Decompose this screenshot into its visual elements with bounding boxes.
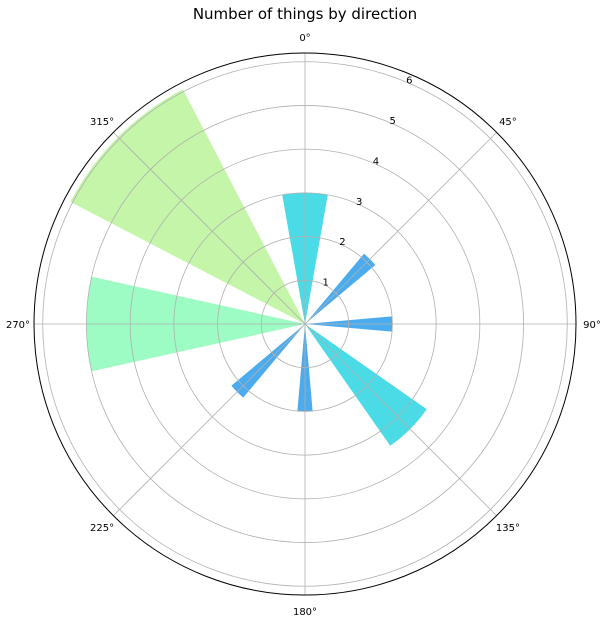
grid-spoke-135	[304, 323, 497, 516]
grid-group	[34, 53, 576, 595]
radial-tick-5: 5	[389, 116, 395, 127]
angle-tick-315: 315°	[90, 117, 114, 128]
angle-tick-180: 180°	[293, 607, 317, 618]
angle-tick-270: 270°	[6, 320, 30, 331]
radial-tick-2: 2	[339, 237, 345, 248]
radial-tick-3: 3	[356, 197, 362, 208]
grid-spoke-315	[113, 132, 306, 325]
angle-tick-90: 90°	[583, 320, 601, 331]
radial-tick-1: 1	[323, 278, 329, 289]
angle-tick-135: 135°	[496, 523, 520, 534]
polar-frame	[33, 52, 577, 596]
grid-spoke-225	[113, 323, 306, 516]
grid-spoke-45	[304, 132, 497, 325]
angle-tick-225: 225°	[90, 523, 114, 534]
radial-labels: 1 2 3 4 5 6	[323, 76, 413, 289]
angle-tick-45: 45°	[499, 117, 517, 128]
radial-tick-6: 6	[406, 76, 412, 87]
radial-tick-4: 4	[373, 156, 379, 167]
angle-labels: 0° 45° 90° 135° 180° 225° 270° 315°	[6, 33, 601, 618]
chart-title: Number of things by direction	[193, 5, 417, 23]
angle-tick-0: 0°	[299, 33, 310, 44]
